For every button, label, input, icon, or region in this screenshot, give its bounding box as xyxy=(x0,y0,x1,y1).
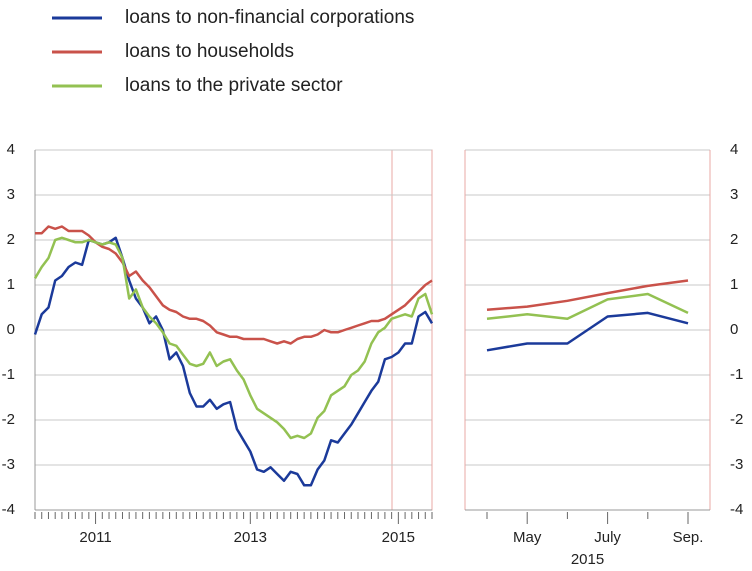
y-tick-label: 1 xyxy=(730,276,738,293)
y-tick-label: 4 xyxy=(730,141,738,158)
y-tick-label: 4 xyxy=(7,141,15,158)
y-tick-label: 3 xyxy=(730,186,738,203)
x-tick-label: 2013 xyxy=(234,529,267,546)
y-tick-label: -4 xyxy=(730,501,743,518)
y-tick-label: 1 xyxy=(7,276,15,293)
legend-label: loans to households xyxy=(125,41,294,62)
x-axis-label: 2015 xyxy=(571,551,604,568)
y-tick-label: 0 xyxy=(7,321,15,338)
x-tick-label: Sep. xyxy=(673,529,704,546)
y-tick-label: 0 xyxy=(730,321,738,338)
y-tick-label: -2 xyxy=(730,411,743,428)
series-line xyxy=(486,279,689,312)
x-tick-label: 2015 xyxy=(382,529,415,546)
series-line xyxy=(33,236,434,440)
legend-label: loans to non-financial corporations xyxy=(125,7,414,28)
y-tick-label: -3 xyxy=(2,456,15,473)
y-tick-label: -1 xyxy=(730,366,743,383)
series-line xyxy=(486,292,689,321)
series-line xyxy=(33,236,434,487)
legend-label: loans to the private sector xyxy=(125,75,343,96)
y-tick-label: -4 xyxy=(2,501,15,518)
x-tick-label: July xyxy=(594,529,621,546)
series-line xyxy=(486,311,689,352)
x-tick-label: 2011 xyxy=(79,529,111,546)
x-tick-label: May xyxy=(513,529,542,546)
y-tick-label: 3 xyxy=(7,186,15,203)
y-tick-label: -1 xyxy=(2,366,15,383)
y-tick-label: 2 xyxy=(730,231,738,248)
y-tick-label: -3 xyxy=(730,456,743,473)
y-tick-label: -2 xyxy=(2,411,15,428)
series-line xyxy=(35,225,433,345)
y-tick-label: 2 xyxy=(7,231,15,248)
